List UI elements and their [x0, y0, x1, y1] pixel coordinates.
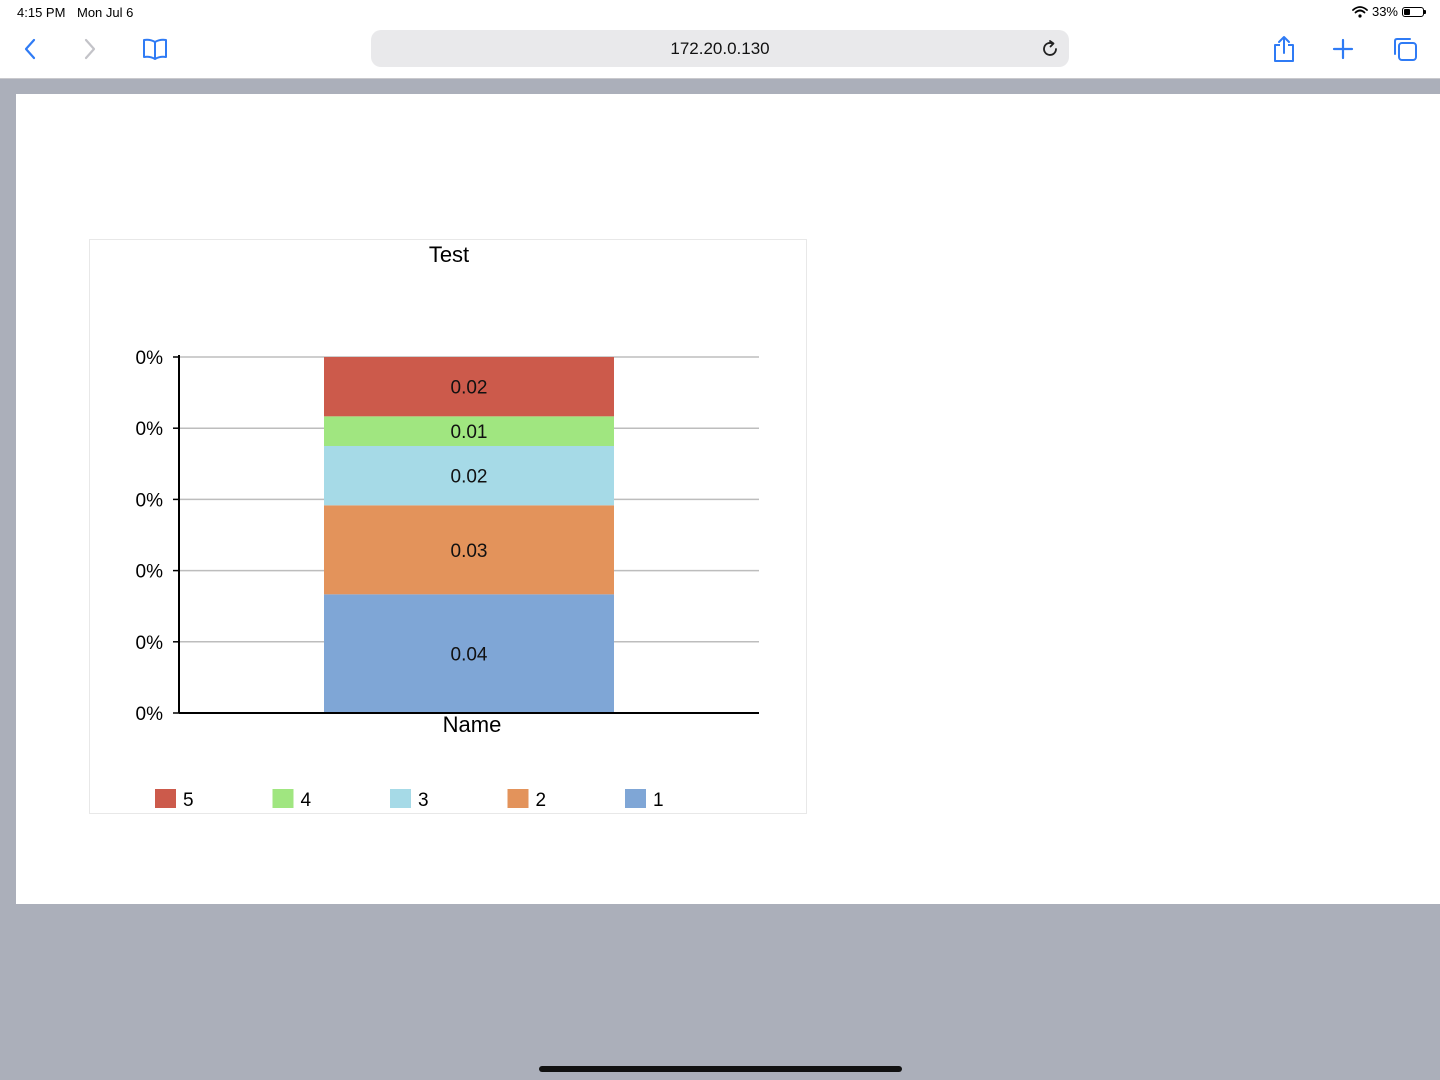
- bars: 0.04 0.03 0.02 0.01 0.02: [324, 357, 614, 713]
- legend-label-2: 2: [536, 790, 547, 811]
- legend-label-5: 5: [183, 790, 194, 811]
- x-category-label: Name: [443, 712, 502, 737]
- share-icon: [1274, 36, 1294, 62]
- axes: 0% 0% 0% 0% 0% 0% Name: [136, 348, 759, 737]
- data-label: 0.04: [451, 645, 488, 666]
- legend-swatch-1: [625, 789, 646, 808]
- battery-percent: 33%: [1371, 4, 1398, 19]
- legend-label-3: 3: [418, 790, 429, 811]
- forward-icon: [84, 38, 96, 60]
- data-label: 0.02: [451, 467, 488, 488]
- y-tick-label: 0%: [136, 490, 164, 511]
- chart-container: Test 0.04 0.03 0.02 0.01 0.02 0% 0% 0% 0% 0% 0% Na…: [89, 239, 807, 814]
- stacked-bar-chart: Test 0.04 0.03 0.02 0.01 0.02 0% 0% 0% 0% 0% 0% Na…: [136, 242, 759, 811]
- y-tick-label: 0%: [136, 633, 164, 654]
- back-button[interactable]: [14, 26, 46, 72]
- legend-swatch-5: [155, 789, 176, 808]
- data-label: 0.02: [451, 378, 488, 399]
- data-label: 0.01: [451, 422, 488, 443]
- y-tick-label: 0%: [136, 419, 164, 440]
- status-bar: 4:15 PM Mon Jul 6 33%: [0, 0, 1440, 26]
- legend-label-4: 4: [301, 790, 312, 811]
- new-tab-button[interactable]: [1327, 26, 1359, 72]
- wifi-icon: [1352, 5, 1368, 18]
- bar-segment-2: [324, 505, 614, 595]
- bar-segment-1: [324, 594, 614, 713]
- bar-segment-5: [324, 357, 614, 417]
- reload-icon[interactable]: [1039, 38, 1061, 60]
- address-bar[interactable]: 172.20.0.130: [371, 30, 1069, 67]
- home-indicator[interactable]: [539, 1066, 902, 1072]
- forward-button[interactable]: [74, 26, 106, 72]
- url-text: 172.20.0.130: [670, 39, 770, 58]
- y-tick-label: 0%: [136, 562, 164, 583]
- bookmarks-icon: [143, 38, 167, 60]
- legend-swatch-4: [272, 789, 294, 808]
- legend: 5 4 3 2 1: [155, 789, 664, 811]
- bar-segment-3: [324, 446, 614, 506]
- status-indicators: 33%: [1352, 4, 1426, 19]
- data-label: 0.03: [451, 541, 488, 562]
- bar-segment-4: [324, 416, 614, 446]
- status-date: Mon Jul 6: [77, 5, 134, 20]
- browser-toolbar: 172.20.0.130: [0, 26, 1440, 79]
- new-tab-icon: [1332, 38, 1354, 60]
- y-tick-label: 0%: [136, 348, 164, 369]
- legend-swatch-3: [390, 789, 411, 808]
- back-icon: [24, 38, 36, 60]
- y-tick-label: 0%: [136, 704, 164, 725]
- share-button[interactable]: [1268, 26, 1300, 72]
- status-time: 4:15 PM: [17, 5, 66, 20]
- legend-label-1: 1: [653, 790, 664, 811]
- legend-swatch-2: [507, 789, 529, 808]
- chart-title: Test: [429, 242, 469, 267]
- tabs-button[interactable]: [1389, 26, 1421, 72]
- battery-icon: [1402, 6, 1426, 17]
- tabs-icon: [1394, 38, 1417, 61]
- bookmarks-button[interactable]: [139, 26, 171, 72]
